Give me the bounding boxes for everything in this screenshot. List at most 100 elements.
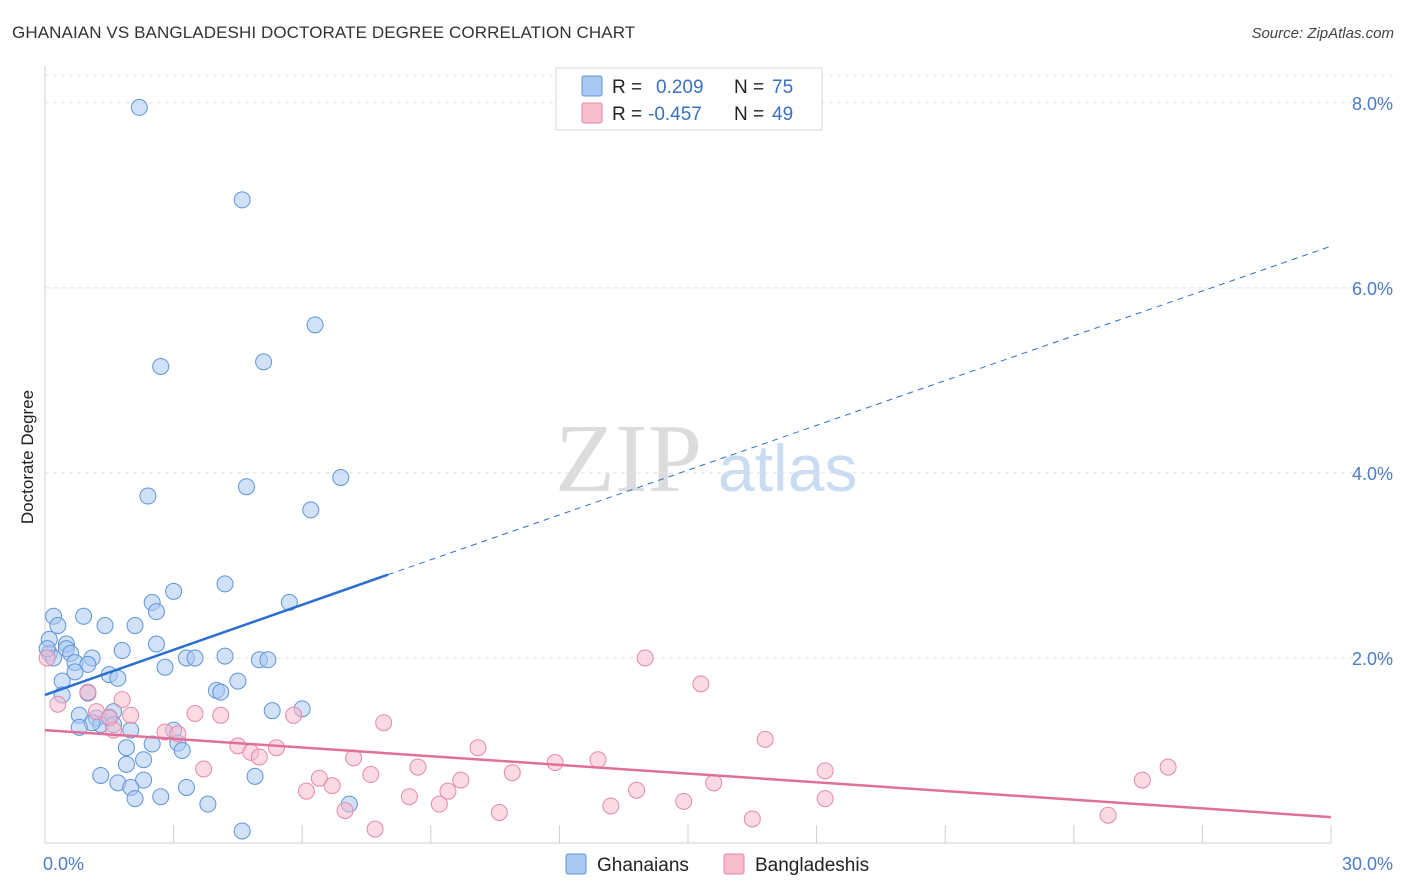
y-axis-label: Doctorate Degree [18,390,37,524]
ghanaian-point [126,790,144,808]
bangladeshi-point [675,792,693,810]
ghanaian-point [49,617,67,635]
bangladeshi-point [816,790,834,808]
ghanaian-trend-extension [387,245,1332,576]
bangladeshi-point [1159,758,1177,776]
bangladeshi-point [756,730,774,748]
legend-r-value-ghanaians: 0.209 [656,77,704,98]
ghanaian-point [139,487,157,505]
bangladeshi-point [546,753,564,771]
ghanaian-point [216,647,234,665]
ghanaian-point [246,767,264,785]
bangladeshi-point [400,788,418,806]
y-tick-label: 2.0% [1352,649,1393,669]
bangladeshi-point [375,714,393,732]
ghanaian-trend-line [44,573,389,697]
bangladeshi-point [602,797,620,815]
ghanaian-point [216,575,234,593]
bottom-legend-label-ghanaians: Ghanaians [597,855,689,876]
bangladeshi-point [195,760,213,778]
bangladeshi-point [362,766,380,784]
bangladeshi-point [366,820,384,838]
bangladeshi-point [490,803,508,821]
bangladeshi-point [628,781,646,799]
legend-r-label-ghanaians: R = [612,77,642,98]
ghanaian-point [173,741,191,759]
x-tick-label-max: 30.0% [1342,854,1393,874]
bangladeshi-point [122,706,140,724]
bangladeshi-point [49,695,67,713]
legend-swatch-ghanaians [581,75,603,97]
ghanaian-point [135,771,153,789]
bangladeshi-point [430,795,448,813]
ghanaian-point [79,655,97,673]
bangladeshi-point [186,704,204,722]
ghanaian-point [135,751,153,769]
bottom-legend-swatch-ghanaians [565,853,587,875]
bangladeshi-point [743,810,761,828]
legend-n-label-ghanaians: N = [734,77,764,98]
y-tick-label: 6.0% [1352,279,1393,299]
ghanaian-point [66,663,84,681]
trend-lines [44,245,1332,819]
ghanaian-point [332,469,350,487]
bangladeshi-point [250,748,268,766]
ghanaian-point [92,766,110,784]
ghanaian-point [152,357,170,375]
ghanaian-point [177,778,195,796]
ghanaian-point [75,607,93,625]
bangladeshi-point [297,782,315,800]
ghanaian-point [259,651,277,669]
bangladeshi-point [452,771,470,789]
ghanaian-point [117,739,135,757]
ghanaian-point [229,672,247,690]
bangladeshi-point [636,649,654,667]
legend-n-label-bangladeshis: N = [734,104,764,125]
ghanaian-point [263,702,281,720]
ghanaian-point [233,191,251,209]
legend-n-value-ghanaians: 75 [772,77,793,98]
source-credit: Source: ZipAtlas.com [1251,25,1394,42]
y-tick-label: 8.0% [1352,94,1393,114]
legend-r-value-bangladeshis: -0.457 [648,104,702,125]
bangladeshi-point [409,758,427,776]
bangladeshi-point [323,777,341,795]
ghanaian-point [212,683,230,701]
bangladeshi-point [816,762,834,780]
ghanaian-point [165,582,183,600]
stats-legend: R = 0.209 N = 75 R = -0.457 N = 49 [555,67,823,131]
ghanaian-point [199,795,217,813]
bangladeshi-point [212,706,230,724]
bangladeshi-point [336,802,354,820]
ghanaian-point [143,735,161,753]
legend-n-value-bangladeshis: 49 [772,104,793,125]
data-points [38,98,1177,840]
ghanaian-point [302,501,320,519]
bangladeshi-point [503,764,521,782]
ghanaian-point [109,669,127,687]
bangladeshi-point [285,706,303,724]
axes: 2.0% 4.0% 6.0% 8.0% [44,66,1393,844]
ghanaian-point [233,822,251,840]
bangladeshi-trend-line [44,728,1332,819]
bangladeshi-point [705,774,723,792]
bangladeshi-point [38,649,56,667]
bangladeshi-point [1133,771,1151,789]
ghanaian-point [152,788,170,806]
ghanaian-point [255,353,273,371]
ghanaian-point [237,478,255,496]
gridlines [45,74,1395,659]
bangladeshi-point [439,782,457,800]
ghanaian-point [147,635,165,653]
bottom-legend-swatch-bangladeshis [723,853,745,875]
ghanaian-point [126,617,144,635]
bangladeshi-point [267,739,285,757]
watermark-atlas: atlas [718,431,857,505]
ghanaian-point [130,98,148,116]
ghanaian-point [186,649,204,667]
bangladeshi-point [469,739,487,757]
bangladeshi-point [1099,806,1117,824]
legend-r-label-bangladeshis: R = [612,104,642,125]
chart-title: GHANAIAN VS BANGLADESHI DOCTORATE DEGREE… [12,23,636,42]
